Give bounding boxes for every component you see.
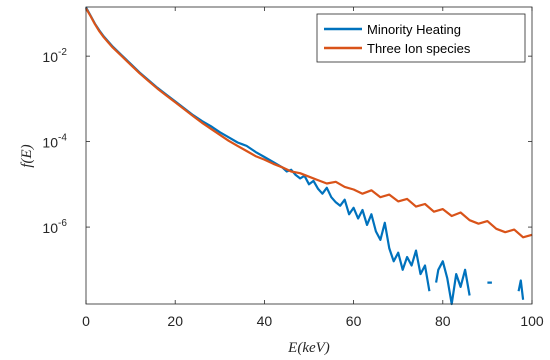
y-tick-exponent: -2 — [58, 47, 67, 58]
y-tick-label: 10 — [42, 135, 58, 151]
x-axis-label: E(keV) — [287, 340, 330, 356]
x-tick-label: 80 — [435, 313, 451, 329]
series-line-three-ion-species — [85, 7, 533, 239]
legend-box — [316, 13, 526, 63]
x-tick-label: 0 — [82, 313, 90, 329]
legend-label-minority-heating: Minority Heating — [367, 22, 461, 37]
x-tick-label: 60 — [346, 313, 362, 329]
y-tick-exponent: -4 — [58, 133, 67, 144]
y-tick-label: 10 — [42, 49, 58, 65]
plot-frame — [85, 6, 533, 305]
x-tick-label: 40 — [257, 313, 273, 329]
y-tick-exponent: -6 — [58, 218, 67, 229]
x-tick-label: 20 — [167, 313, 183, 329]
legend-label-three-ion-species: Three Ion species — [367, 41, 471, 56]
y-axis-label: f(E) — [19, 144, 35, 167]
legend: Minority Heating Three Ion species — [316, 13, 526, 63]
y-tick-label: 10 — [42, 220, 58, 236]
x-tick-label: 100 — [520, 313, 544, 329]
